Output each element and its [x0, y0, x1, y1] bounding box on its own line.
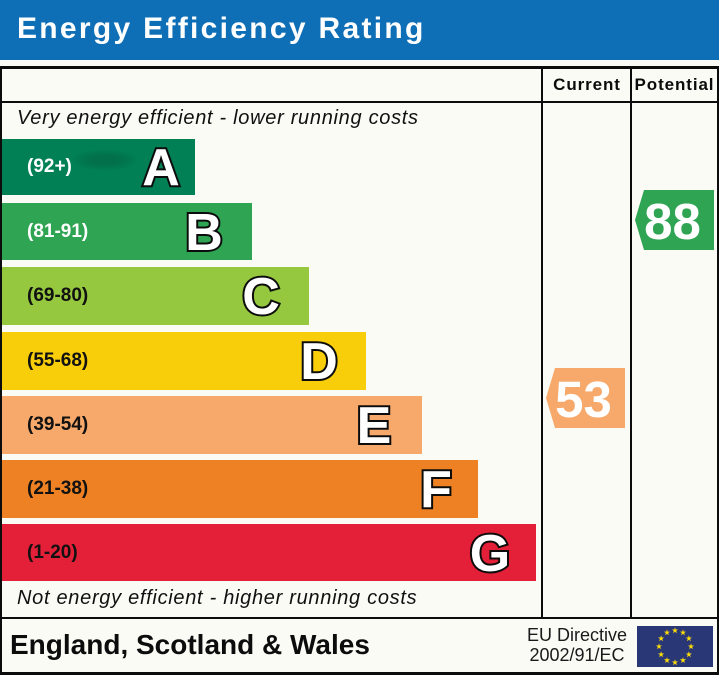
svg-text:G: G	[470, 525, 510, 582]
svg-text:F: F	[420, 461, 452, 518]
svg-text:B: B	[185, 204, 223, 261]
svg-text:D: D	[300, 333, 338, 390]
svg-text:A: A	[142, 139, 180, 196]
svg-text:E: E	[357, 397, 392, 454]
svg-text:C: C	[242, 268, 280, 325]
